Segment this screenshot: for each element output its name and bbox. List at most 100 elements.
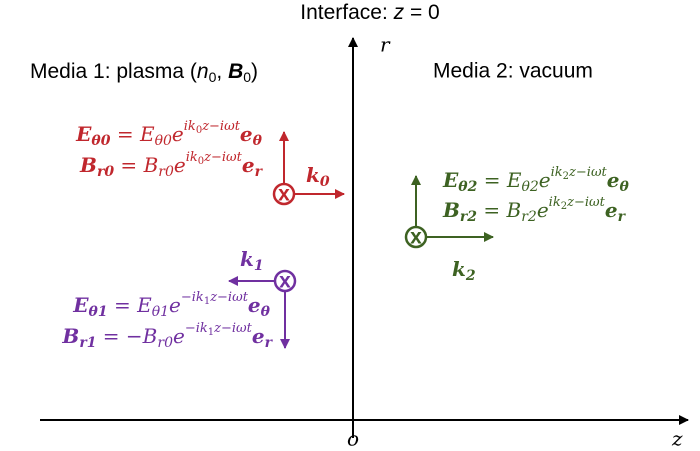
text-run: 0 bbox=[320, 174, 330, 190]
text-run: r2 bbox=[521, 209, 537, 225]
text-run: θ1 bbox=[152, 304, 169, 320]
text-run: B bbox=[79, 153, 97, 177]
incident-wave: Eθ0 = Eθ0eik0z−iωteθ Br0 = Br0eik0z−iωte… bbox=[75, 119, 345, 206]
text-run: e bbox=[537, 198, 549, 222]
text-run: = bbox=[477, 168, 506, 192]
transmitted-b: Br2 = Br2eik2z−iωter bbox=[442, 195, 627, 226]
text-run: θ bbox=[253, 133, 263, 149]
text-run: = bbox=[110, 122, 139, 146]
text-run: k bbox=[452, 257, 466, 281]
text-run: = − bbox=[96, 324, 142, 348]
text-run: 2 bbox=[465, 268, 476, 284]
text-run: θ2 bbox=[521, 179, 538, 195]
z-label: z bbox=[671, 427, 683, 451]
text-run: r0 bbox=[158, 164, 174, 180]
transmitted-e: Eθ2 = Eθ2eik2z−iωteθ bbox=[442, 165, 630, 196]
text-run: e bbox=[539, 168, 551, 192]
reflected-b: Br1 = −Br0e−ik1z−iωter bbox=[61, 321, 273, 352]
text-run: , bbox=[216, 60, 228, 83]
text-run: 0 bbox=[209, 69, 217, 85]
text-run: 1 bbox=[204, 296, 210, 307]
text-run: E bbox=[506, 168, 522, 192]
k0-label: k0 bbox=[306, 163, 330, 191]
axes bbox=[40, 37, 689, 438]
text-run: Interface: bbox=[300, 1, 393, 24]
text-run: r0 bbox=[157, 335, 173, 351]
text-run: z−iωt bbox=[209, 290, 249, 305]
text-run: z−iωt bbox=[566, 195, 606, 210]
text-run: r1 bbox=[79, 335, 96, 351]
text-run: B bbox=[506, 198, 522, 222]
text-run: θ bbox=[620, 179, 630, 195]
media2-label: Media 2: vacuum bbox=[433, 60, 593, 83]
text-run: r bbox=[265, 335, 274, 351]
text-run: ik bbox=[551, 165, 563, 180]
k1-label: k1 bbox=[240, 247, 264, 275]
text-run: B bbox=[442, 198, 460, 222]
text-run: r0 bbox=[97, 164, 114, 180]
text-run: e bbox=[248, 293, 261, 317]
text-run: e bbox=[174, 153, 186, 177]
b-marker-x: x bbox=[278, 183, 290, 206]
text-run: B bbox=[61, 324, 79, 348]
b-marker-x: x bbox=[410, 226, 422, 249]
text-run: r2 bbox=[460, 209, 477, 225]
text-run: ik bbox=[184, 119, 196, 134]
text-run: E bbox=[72, 293, 89, 317]
text-run: −ik bbox=[181, 290, 204, 305]
text-run: θ0 bbox=[155, 133, 172, 149]
text-run: B bbox=[142, 324, 158, 348]
text-run: −ik bbox=[185, 321, 208, 336]
text-run: ik bbox=[186, 150, 198, 165]
text-run: 1 bbox=[254, 258, 264, 274]
text-run: z−iωt bbox=[213, 321, 253, 336]
title: Interface: z = 0 bbox=[300, 1, 440, 24]
text-run: k bbox=[240, 247, 254, 271]
text-run: = 0 bbox=[404, 1, 440, 24]
text-run: E bbox=[75, 122, 92, 146]
text-run: 0 bbox=[243, 69, 251, 85]
text-run: r bbox=[618, 209, 627, 225]
text-run: z−iωt bbox=[568, 165, 608, 180]
text-run: B bbox=[143, 153, 159, 177]
text-run: e bbox=[252, 324, 265, 348]
text-run: k bbox=[306, 163, 320, 187]
text-run: e bbox=[240, 122, 253, 146]
origin-label: o bbox=[347, 427, 359, 451]
text-run: e bbox=[242, 153, 255, 177]
text-run: 0 bbox=[198, 156, 204, 167]
k2-label: k2 bbox=[452, 257, 476, 285]
text-run: θ2 bbox=[458, 179, 477, 195]
text-run: e bbox=[172, 122, 184, 146]
text-run: e bbox=[605, 198, 618, 222]
text-run: E bbox=[139, 122, 155, 146]
text-run: e bbox=[173, 324, 185, 348]
text-run: z−iωt bbox=[203, 150, 243, 165]
text-run: θ bbox=[261, 304, 271, 320]
text-run: 0 bbox=[196, 125, 202, 136]
text-run: ik bbox=[549, 195, 561, 210]
text-run: B bbox=[228, 60, 243, 83]
text-run: z bbox=[393, 1, 405, 24]
text-run: e bbox=[607, 168, 620, 192]
text-run: = bbox=[114, 153, 143, 177]
text-run: 1 bbox=[208, 327, 214, 338]
b-marker-x: x bbox=[279, 270, 291, 293]
text-run: z−iωt bbox=[201, 119, 241, 134]
text-run: = bbox=[108, 293, 137, 317]
text-run: = bbox=[477, 198, 506, 222]
text-run: θ1 bbox=[89, 304, 108, 320]
text-run: E bbox=[136, 293, 152, 317]
text-run: E bbox=[442, 168, 459, 192]
b-marker bbox=[404, 225, 428, 249]
incident-b: Br0 = Br0eik0z−iωter bbox=[79, 150, 264, 181]
text-run: e bbox=[169, 293, 181, 317]
b-marker bbox=[273, 269, 297, 293]
text-run: r bbox=[255, 164, 264, 180]
text-run: ) bbox=[251, 60, 258, 83]
text-run: 2 bbox=[563, 171, 569, 182]
media1-label: Media 1: plasma (n0, B0) bbox=[30, 60, 258, 85]
text-run: n bbox=[197, 60, 209, 83]
r-label: r bbox=[380, 33, 391, 57]
